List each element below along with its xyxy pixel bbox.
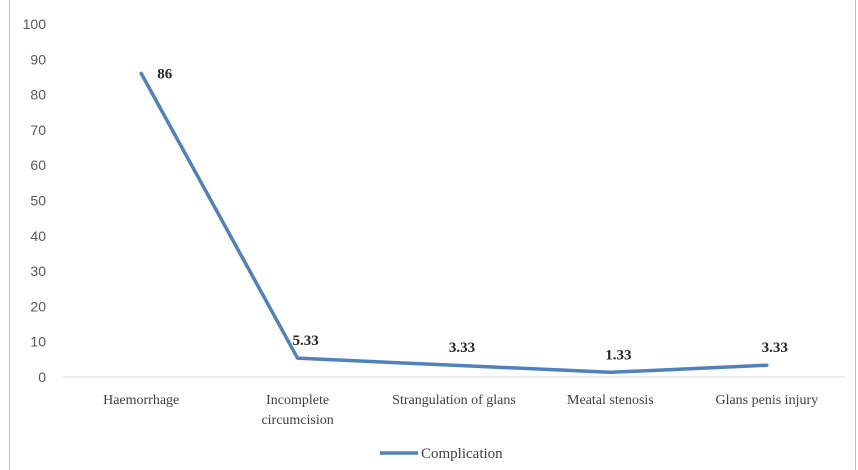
y-tick-label: 80 [30, 87, 46, 103]
data-label: 86 [157, 66, 173, 82]
y-tick-label: 40 [30, 228, 46, 244]
data-point [453, 364, 456, 367]
data-point [296, 357, 299, 360]
y-tick-label: 30 [30, 263, 46, 279]
y-tick-label: 20 [30, 298, 46, 314]
data-label: 5.33 [292, 333, 318, 349]
x-category-label: Glans penis injury [715, 393, 818, 408]
legend-label: Complication [421, 446, 503, 461]
y-tick-label: 100 [23, 16, 47, 32]
y-tick-label: 50 [30, 193, 46, 209]
data-point [609, 371, 612, 374]
data-label: 3.33 [449, 340, 475, 356]
x-category-label: Strangulation of glans [392, 393, 516, 408]
series-layer: 86 5.33 3.33 1.33 3.33 [140, 66, 788, 373]
y-tick-label: 10 [30, 334, 46, 350]
data-point [140, 72, 143, 75]
data-label: 1.33 [605, 347, 631, 363]
x-axis: Haemorrhage Incomplete circumcision Strangu… [103, 393, 818, 428]
y-tick-label: 70 [30, 122, 46, 138]
y-tick-label: 0 [38, 369, 46, 385]
data-label: 3.33 [762, 340, 788, 356]
y-tick-label: 60 [30, 157, 46, 173]
x-category-label: Haemorrhage [103, 393, 179, 408]
series-line-complication [141, 73, 767, 372]
x-category-label: Incomplete [266, 393, 329, 408]
x-category-label: circumcision [261, 413, 333, 428]
legend: Complication [380, 446, 503, 461]
y-axis: 0 10 20 30 40 50 60 70 80 90 100 [23, 16, 47, 385]
data-point [765, 364, 768, 367]
x-category-label: Meatal stenosis [567, 393, 654, 408]
y-tick-label: 90 [30, 51, 46, 67]
